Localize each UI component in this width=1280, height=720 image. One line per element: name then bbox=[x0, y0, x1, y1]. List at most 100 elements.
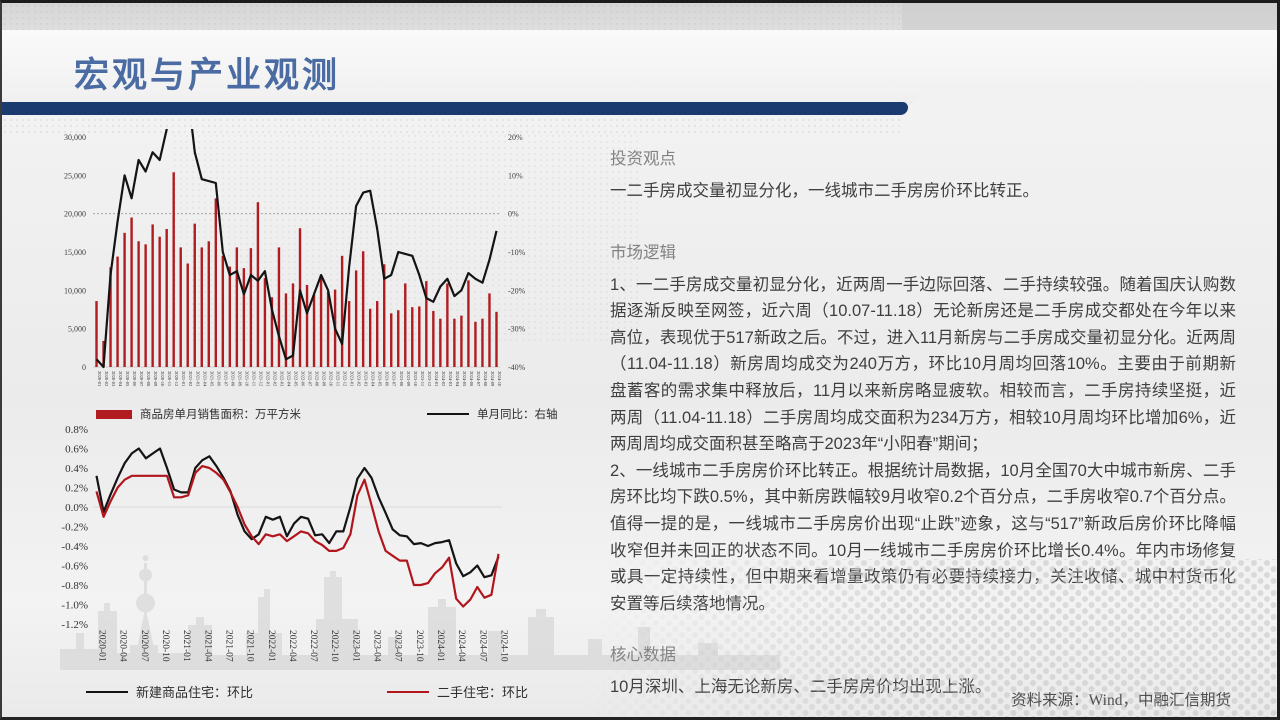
bar bbox=[256, 202, 260, 367]
x-tick: 2023-08 bbox=[399, 371, 404, 387]
chart1-x-labels: 2020-01 2020-02 2020-03 2020-04 2020-05 2020-… bbox=[97, 371, 502, 387]
x-tick: 2021-03 bbox=[195, 371, 200, 387]
bar bbox=[418, 306, 421, 367]
x-tick: 2020-06 bbox=[132, 371, 137, 387]
x-tick: 2021-11 bbox=[251, 371, 256, 387]
x-tick: 2024-04 bbox=[456, 630, 466, 662]
x-tick: 2023-09 bbox=[406, 371, 411, 387]
x-tick: 2021-06 bbox=[216, 371, 221, 387]
chart2-x-labels: 2020-01 2020-04 2020-07 2020-10 2021-01 2021-… bbox=[97, 630, 509, 662]
bar bbox=[270, 297, 274, 367]
bar bbox=[390, 313, 393, 367]
title-underline-bar bbox=[2, 102, 908, 115]
bar bbox=[200, 247, 203, 367]
bar bbox=[193, 223, 196, 367]
x-tick: 2022-05 bbox=[293, 371, 298, 387]
x-tick: 2020-08 bbox=[146, 371, 151, 387]
bar bbox=[144, 244, 147, 367]
bar bbox=[221, 255, 225, 367]
x-tick: 2024-09 bbox=[490, 371, 495, 387]
bar bbox=[411, 307, 414, 367]
bar bbox=[312, 294, 316, 367]
x-tick: 2021-07 bbox=[223, 371, 228, 387]
x-tick: 2021-01 bbox=[181, 371, 186, 387]
price-mom-chart: 0.8% 0.6% 0.4% 0.2% 0.0% -0.2% -0.4% -0.6% -0.8%… bbox=[61, 424, 509, 662]
legend-swatch-sales-bar bbox=[96, 409, 132, 419]
x-tick: 2022-01 bbox=[266, 630, 276, 662]
header-curve-decor bbox=[900, 83, 1277, 135]
chart1-right-tick: -10% bbox=[508, 248, 526, 257]
x-tick: 2022-08 bbox=[315, 371, 320, 387]
x-tick: 2022-03 bbox=[279, 371, 284, 387]
x-tick: 2020-03 bbox=[111, 371, 116, 387]
x-tick: 2021-02 bbox=[188, 371, 193, 387]
chart2-y-tick: -1.0% bbox=[61, 600, 88, 612]
x-tick: 2022-07 bbox=[308, 630, 318, 662]
chart1-bars bbox=[95, 172, 498, 367]
x-tick: 2021-08 bbox=[230, 371, 235, 387]
bar bbox=[397, 310, 400, 367]
bar bbox=[116, 256, 119, 367]
x-tick: 2024-03 bbox=[448, 371, 453, 387]
x-tick: 2023-10 bbox=[413, 371, 418, 387]
bar bbox=[439, 318, 442, 367]
chart1-right-tick: 10% bbox=[508, 171, 523, 180]
bar bbox=[137, 241, 140, 367]
bar bbox=[368, 308, 372, 367]
honeycomb-watermark bbox=[587, 559, 1277, 717]
x-tick: 2022-06 bbox=[301, 371, 306, 387]
bar bbox=[207, 241, 210, 367]
x-tick: 2022-11 bbox=[336, 371, 341, 387]
chart2-y-tick: 0.8% bbox=[65, 424, 88, 436]
x-tick: 2023-07 bbox=[393, 630, 403, 662]
chart2-legend: 新建商品住宅：环比 二手住宅：环比 bbox=[86, 682, 536, 701]
x-tick: 2021-07 bbox=[223, 630, 233, 662]
x-tick: 2022-04 bbox=[286, 371, 291, 387]
bar bbox=[495, 311, 498, 367]
x-tick: 2022-10 bbox=[329, 371, 334, 387]
x-tick: 2024-01 bbox=[435, 630, 445, 662]
x-tick: 2020-01 bbox=[97, 630, 107, 662]
bar bbox=[383, 264, 386, 367]
x-tick: 2024-02 bbox=[441, 371, 446, 387]
x-tick: 2020-07 bbox=[139, 630, 149, 662]
x-tick: 2024-06 bbox=[469, 371, 474, 387]
bar bbox=[354, 270, 358, 367]
x-tick: 2021-10 bbox=[245, 630, 255, 662]
x-tick: 2022-01 bbox=[265, 371, 270, 387]
chart1-right-tick: -20% bbox=[508, 286, 526, 295]
market-logic-paragraph-1: 1、一二手房成交量初显分化，近两周一手边际回落、二手持续较强。随着国庆认购数据逐… bbox=[610, 275, 1236, 454]
legend-swatch-secondhand-line bbox=[387, 690, 430, 693]
bar bbox=[340, 255, 344, 367]
x-tick: 2021-01 bbox=[181, 630, 191, 662]
bar bbox=[186, 263, 189, 367]
sales-area-yoy-chart: 30,000 25,000 20,000 15,000 10,000 5,000 0 20% 1… bbox=[64, 129, 526, 387]
x-tick: 2022-02 bbox=[272, 371, 277, 387]
bar bbox=[123, 232, 126, 367]
x-tick: 2023-01 bbox=[350, 630, 360, 662]
bar bbox=[291, 283, 295, 367]
x-tick: 2024-08 bbox=[483, 371, 488, 387]
bar bbox=[460, 315, 463, 367]
x-tick: 2024-05 bbox=[462, 371, 467, 387]
bar bbox=[249, 248, 253, 367]
investment-heading: 投资观点 bbox=[610, 150, 676, 168]
chart1-yoy-line bbox=[95, 129, 498, 369]
x-tick: 2020-07 bbox=[139, 371, 144, 387]
bar bbox=[361, 251, 365, 367]
chart2-line-0 bbox=[95, 447, 500, 579]
chart1-right-tick: -40% bbox=[508, 363, 526, 372]
x-tick: 2022-07 bbox=[308, 371, 313, 387]
bar bbox=[376, 301, 379, 367]
bar bbox=[179, 247, 182, 367]
pearl-tower-silhouette bbox=[136, 555, 155, 653]
x-tick: 2023-10 bbox=[414, 630, 424, 662]
bar bbox=[326, 291, 330, 367]
x-tick: 2022-04 bbox=[287, 630, 297, 662]
bar bbox=[481, 318, 484, 367]
bar bbox=[319, 275, 323, 367]
bar bbox=[130, 217, 133, 367]
legend-swatch-yoy-line bbox=[427, 413, 469, 415]
x-tick: 2024-07 bbox=[476, 371, 481, 387]
